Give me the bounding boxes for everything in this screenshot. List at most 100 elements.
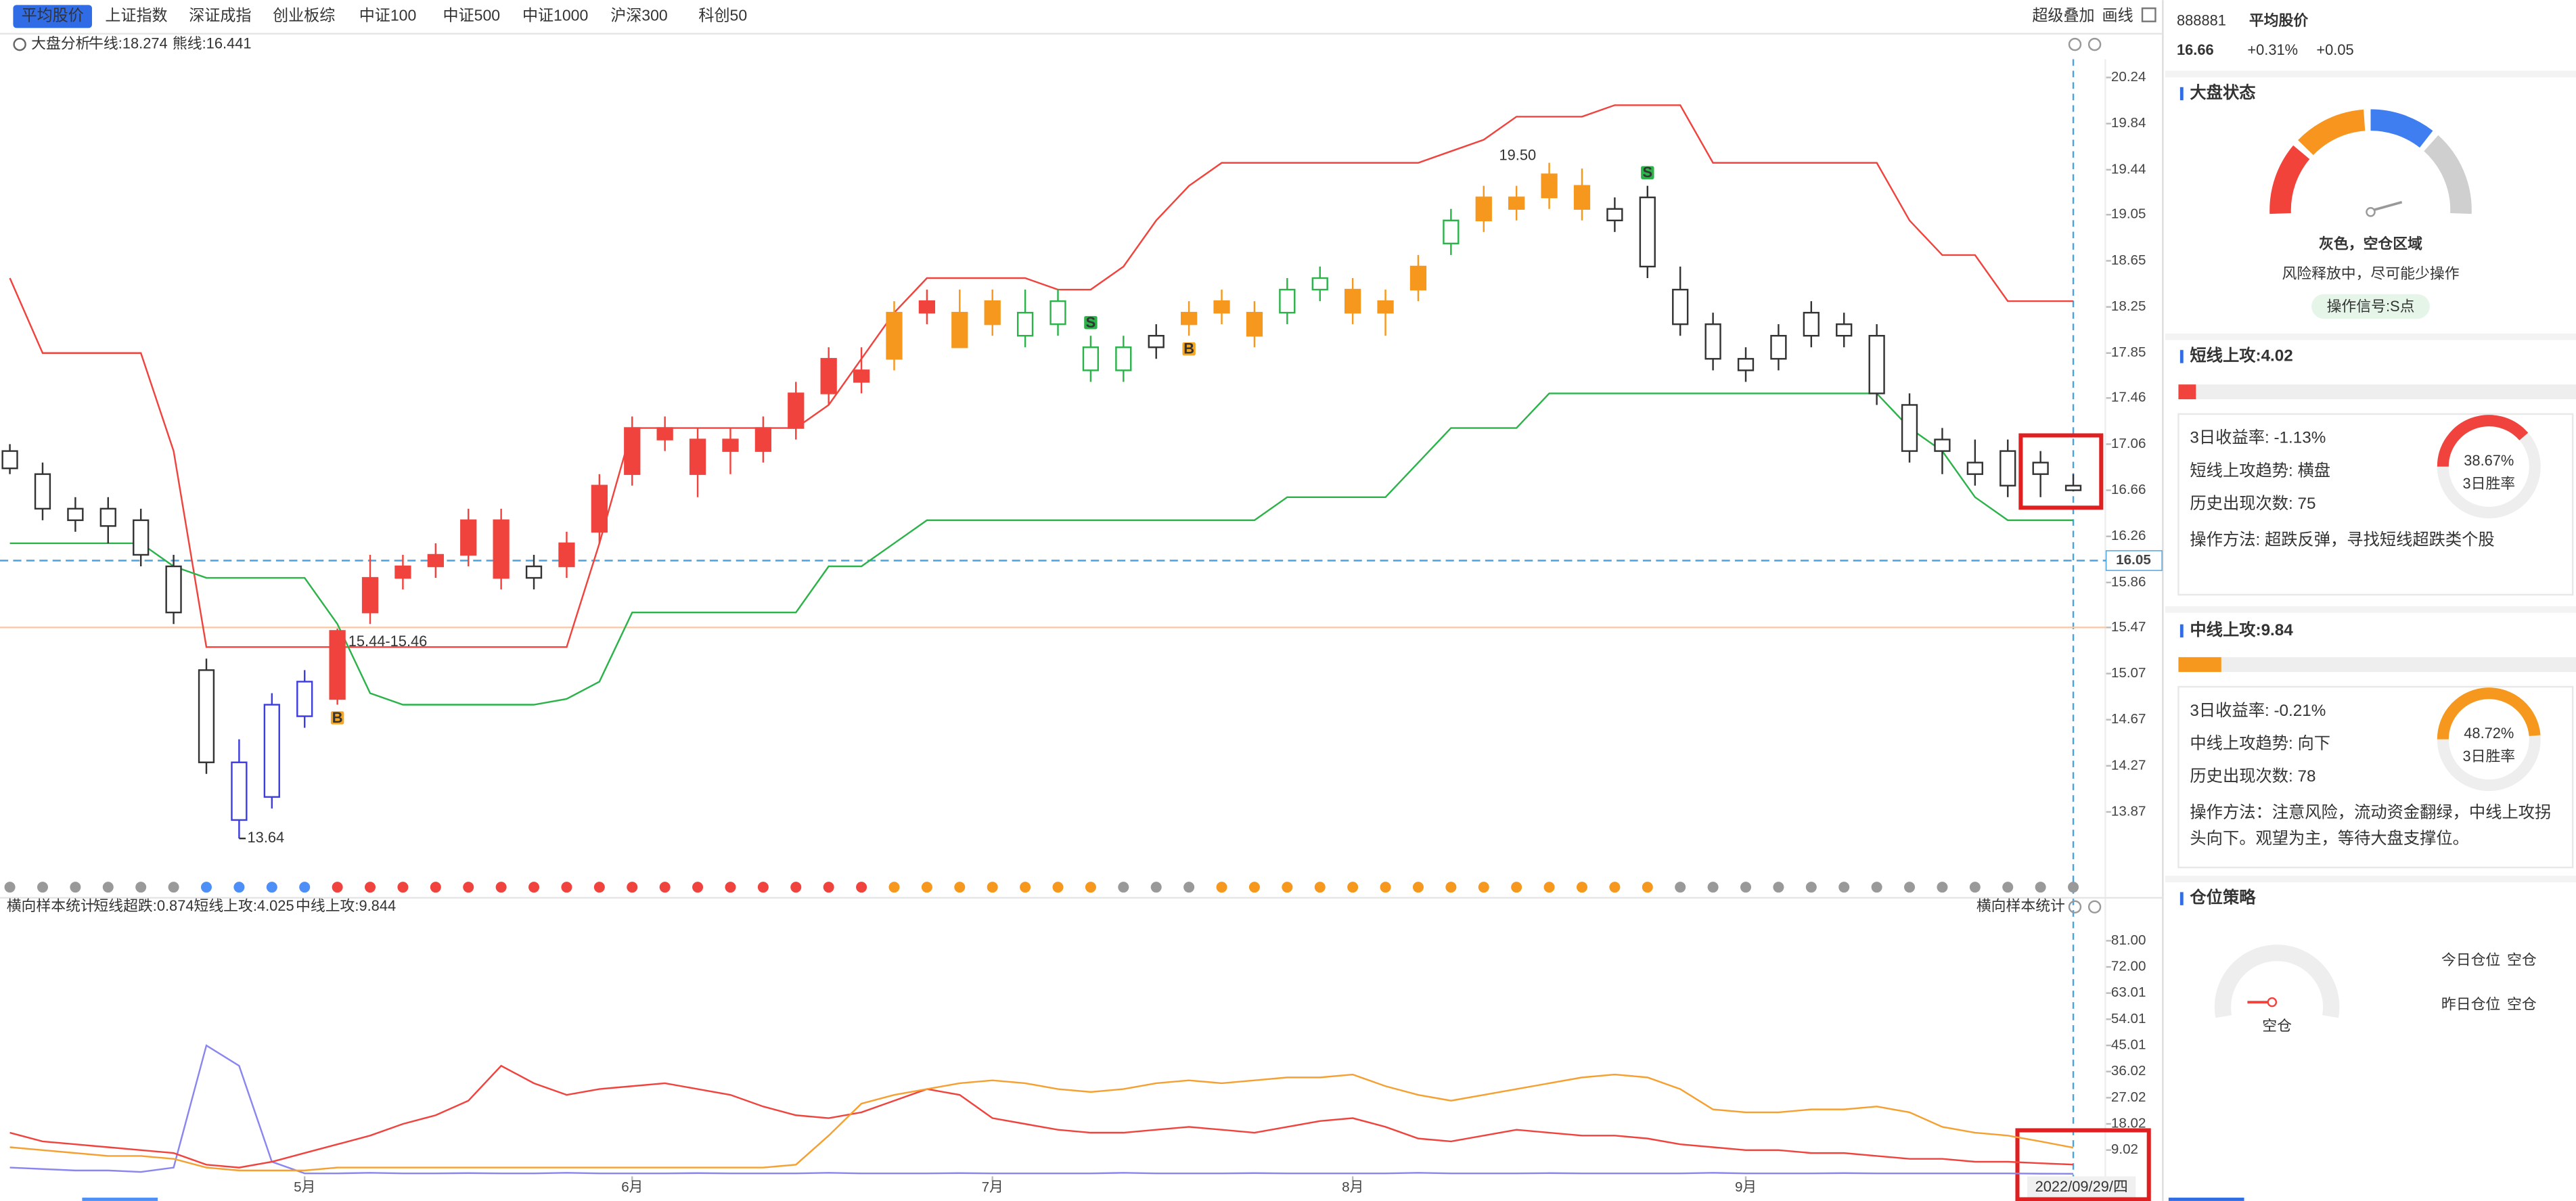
section-gap xyxy=(2165,606,2576,613)
ring-label: 38.67% xyxy=(2464,452,2514,469)
status-dot xyxy=(1412,882,1424,893)
scrollbar[interactable] xyxy=(82,1198,158,1201)
stat-line xyxy=(9,1044,2074,1175)
candle-body xyxy=(1508,196,1525,210)
status-dot xyxy=(332,882,343,893)
tab[interactable]: 中证500 xyxy=(443,6,501,24)
status-dot xyxy=(299,882,311,893)
status-dot xyxy=(1576,882,1587,893)
candle-body xyxy=(329,630,346,700)
status-dot xyxy=(4,882,16,893)
section-mark xyxy=(2179,87,2184,101)
status-dot xyxy=(528,882,540,893)
tab[interactable]: 中证100 xyxy=(359,6,417,24)
candle-body xyxy=(558,542,575,568)
candle-body xyxy=(198,669,215,763)
y-tick-label: 17.06 xyxy=(2111,436,2146,451)
ring-value xyxy=(2437,687,2541,740)
position-hub xyxy=(2267,997,2278,1007)
status-dot xyxy=(1609,882,1621,893)
signal-marker xyxy=(1084,316,1098,330)
tab[interactable]: 平均股价 xyxy=(22,6,84,24)
candle-body xyxy=(525,565,543,579)
signal-marker xyxy=(330,711,344,725)
candle-body xyxy=(591,484,608,533)
card xyxy=(2177,413,2574,596)
candle-body xyxy=(1082,346,1100,371)
candle-body xyxy=(1672,288,1689,325)
candle-body xyxy=(1148,334,1165,348)
y-tick-label: 14.67 xyxy=(2111,711,2146,727)
section-mark xyxy=(2179,350,2184,363)
candle-body xyxy=(165,565,182,614)
toolbar-icon[interactable] xyxy=(2141,7,2156,22)
tab[interactable]: 中证1000 xyxy=(522,6,588,24)
status-dot xyxy=(37,882,48,893)
candle-body xyxy=(1279,288,1296,314)
y-tick-label: 16.26 xyxy=(2111,528,2146,543)
y-tick-label: 81.00 xyxy=(2111,932,2146,948)
cursor-date: 2022/09/29/四 xyxy=(2035,1178,2128,1195)
signal-marker xyxy=(1641,166,1654,179)
status-dot xyxy=(2068,882,2079,893)
help-icon[interactable] xyxy=(2087,900,2102,914)
x-tick-label: 8月 xyxy=(1342,1179,1363,1195)
x-tick-label: 7月 xyxy=(982,1179,1003,1195)
tab[interactable]: 深证成指 xyxy=(189,6,251,24)
candle-body xyxy=(2064,484,2082,491)
gauge-segment xyxy=(2298,109,2366,156)
position-state: 空仓 xyxy=(2262,1017,2292,1034)
status-dot xyxy=(1380,882,1391,893)
status-dot xyxy=(1282,882,1293,893)
status-dot xyxy=(888,882,900,893)
section-title: 短线上攻:4.02 xyxy=(2190,346,2292,365)
toolbar-button[interactable]: 画线 xyxy=(2102,6,2133,24)
tab[interactable]: 沪深300 xyxy=(610,6,668,24)
section-gap xyxy=(2165,70,2576,78)
tab[interactable]: 科创50 xyxy=(698,6,747,24)
ring-value xyxy=(2437,415,2529,467)
tab[interactable]: 上证指数 xyxy=(105,6,167,24)
status-dot xyxy=(561,882,572,893)
status-dot xyxy=(1347,882,1359,893)
help-icon[interactable] xyxy=(2087,37,2102,51)
legend-entry: 短线上攻:4.025 xyxy=(194,897,294,914)
status-dot xyxy=(1707,882,1719,893)
gauge-hub xyxy=(2366,207,2376,217)
stock-name: 平均股价 xyxy=(2249,12,2309,28)
candle-body xyxy=(1901,404,1918,452)
candle-body xyxy=(1475,196,1492,222)
candle-body xyxy=(133,519,150,556)
status-dot xyxy=(1511,882,1522,893)
status-dot xyxy=(135,882,147,893)
card xyxy=(2177,685,2574,869)
candle-body xyxy=(656,427,673,440)
stat-row: 短线上攻趋势: 横盘 xyxy=(2190,461,2330,480)
status-dot xyxy=(954,882,966,893)
tab[interactable]: 创业板综 xyxy=(273,6,335,24)
status-dot xyxy=(1478,882,1489,893)
candle-body xyxy=(1639,196,1656,268)
progress-bar xyxy=(2178,384,2196,400)
status-dot xyxy=(1642,882,1653,893)
toolbar-button[interactable]: 超级叠加 xyxy=(2032,6,2094,24)
status-dot xyxy=(1773,882,1784,893)
y-tick-label: 54.01 xyxy=(2111,1011,2146,1026)
change: +0.05 xyxy=(2316,41,2353,58)
status-dot xyxy=(1150,882,1162,893)
y-tick-label: 15.07 xyxy=(2111,665,2146,681)
legend-title: 大盘分析 xyxy=(31,35,90,51)
active-tab-bg xyxy=(13,5,92,28)
candle-body xyxy=(1345,288,1361,314)
crosshair-label-bg xyxy=(2105,550,2163,571)
legend-entry: 短线超跌:0.874 xyxy=(93,897,194,914)
y-tick-label: 63.01 xyxy=(2111,984,2146,1000)
settings-icon[interactable] xyxy=(2068,900,2082,914)
position-value: 空仓 xyxy=(2507,996,2537,1013)
position-gauge xyxy=(2214,945,2340,1018)
settings-icon[interactable] xyxy=(2068,37,2082,51)
collapse-icon[interactable] xyxy=(13,37,26,51)
candle-body xyxy=(788,392,805,429)
status-dot xyxy=(856,882,867,893)
stat-line xyxy=(9,1073,2074,1172)
